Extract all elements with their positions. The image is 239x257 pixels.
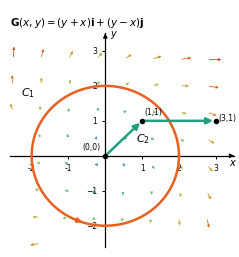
- Text: (3,1): (3,1): [219, 114, 237, 123]
- Text: y: y: [110, 29, 116, 39]
- Text: $\mathbf{G}(x,y) = (y + x)\mathbf{i} + (y - x)\mathbf{j}$: $\mathbf{G}(x,y) = (y + x)\mathbf{i} + (…: [10, 16, 144, 31]
- Text: (0,0): (0,0): [83, 143, 101, 152]
- Text: x: x: [229, 158, 235, 168]
- Text: $C_2$: $C_2$: [136, 133, 149, 146]
- Text: $C_1$: $C_1$: [21, 86, 35, 100]
- Text: (1,1): (1,1): [144, 107, 162, 116]
